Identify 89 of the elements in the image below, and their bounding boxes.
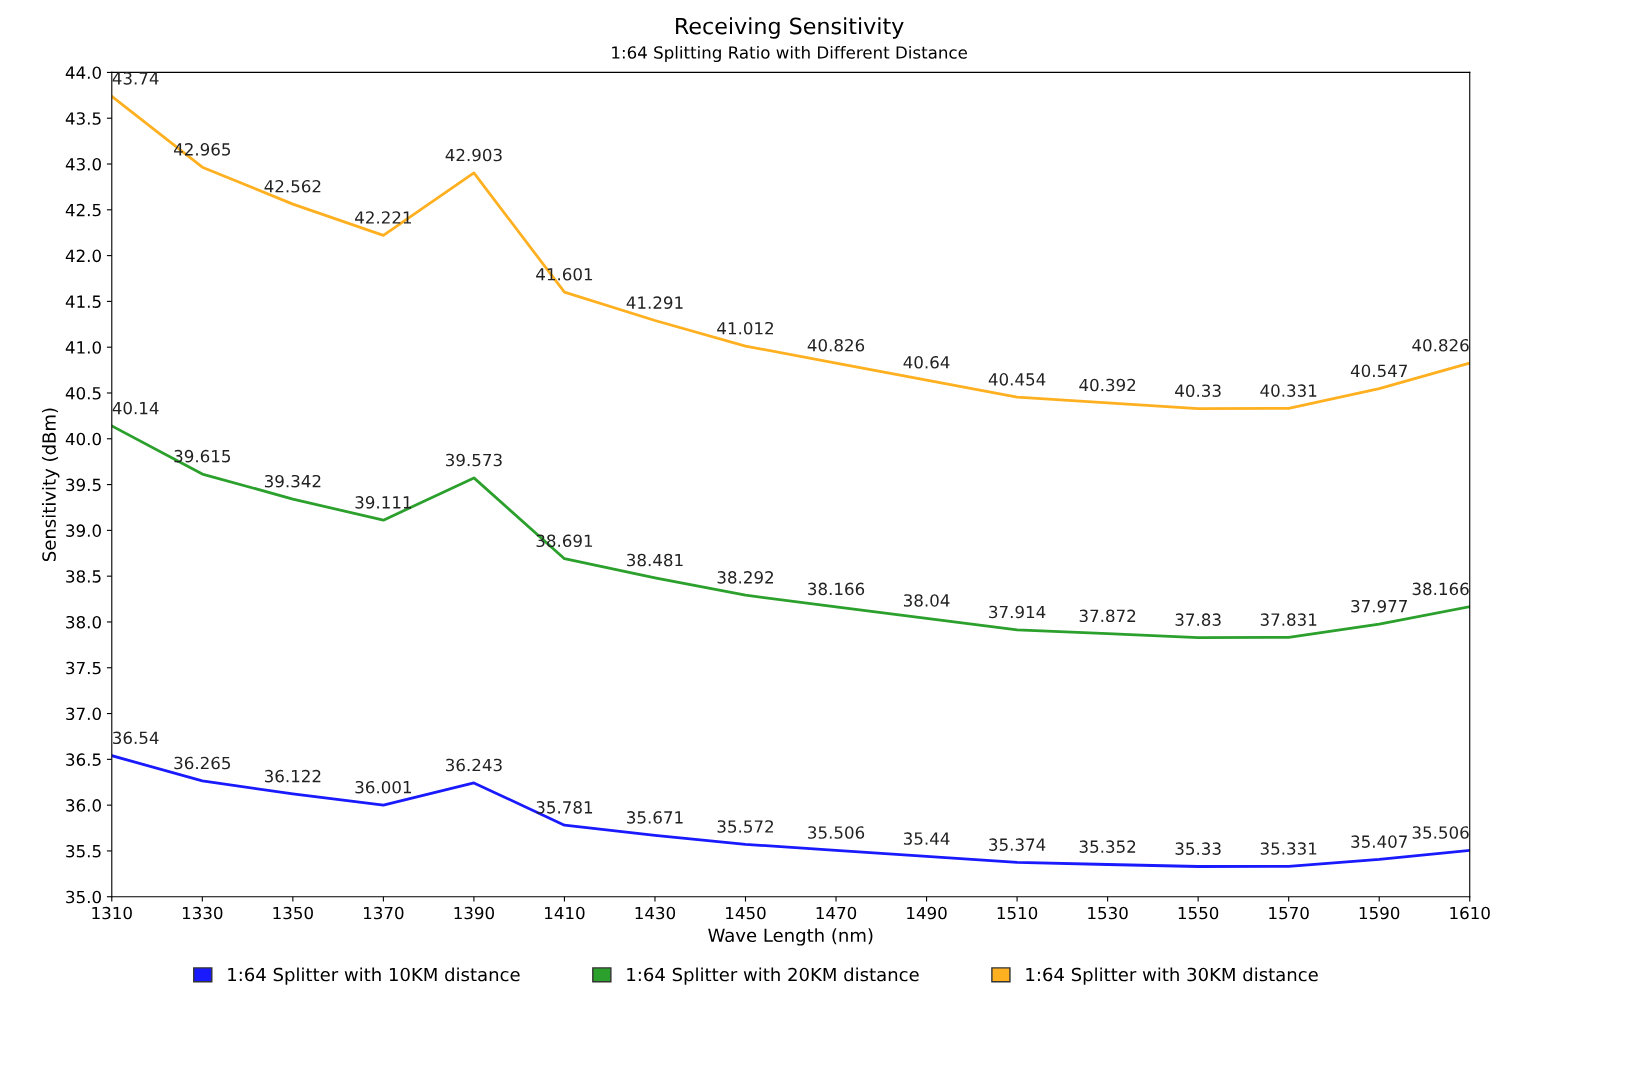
legend-label: 1:64 Splitter with 10KM distance — [228, 967, 520, 985]
data-label: 37.977 — [1351, 599, 1407, 613]
y-tick-label: 37.5 — [66, 661, 101, 675]
data-label: 41.012 — [717, 321, 773, 335]
y-tick-label: 41.5 — [65, 295, 101, 308]
data-label: 35.352 — [1079, 840, 1136, 853]
data-label: 35.374 — [989, 838, 1046, 851]
data-label: 39.342 — [264, 474, 321, 488]
legend-label: 1:64 Splitter with 20KM distance — [627, 967, 919, 985]
y-tick-label: 39.0 — [66, 524, 101, 537]
y-tick-label: 43.5 — [65, 112, 101, 125]
data-label: 37.872 — [1079, 609, 1136, 623]
y-tick-label: 37.0 — [66, 707, 101, 721]
data-label: 42.562 — [264, 179, 321, 193]
x-tick-label: 1470 — [816, 906, 857, 920]
y-tick-label: 42.0 — [65, 249, 101, 263]
data-label: 42.903 — [445, 148, 502, 162]
line-series — [111, 754, 1470, 868]
data-label: 36.001 — [355, 780, 411, 794]
x-tick-label: 1450 — [726, 906, 766, 920]
data-label: 37.831 — [1260, 613, 1317, 626]
data-label: 38.292 — [717, 571, 773, 584]
data-label: 40.331 — [1260, 384, 1317, 397]
x-tick-label: 1370 — [364, 906, 404, 920]
data-label: 38.481 — [627, 553, 683, 567]
x-tick-label: 1510 — [997, 906, 1038, 920]
y-tick-label: 35.5 — [66, 844, 101, 858]
data-label: 39.615 — [174, 449, 231, 463]
data-label: 40.826 — [1412, 338, 1469, 352]
y-tick-label: 41.0 — [65, 341, 101, 354]
x-tick-label: 1530 — [1088, 906, 1128, 920]
data-label: 40.454 — [988, 373, 1046, 386]
data-label: 40.547 — [1350, 364, 1407, 378]
y-tick-label: 39.5 — [66, 478, 101, 492]
x-tick-label: 1610 — [1450, 906, 1490, 920]
data-label: 39.111 — [355, 496, 411, 509]
data-label: 36.243 — [446, 758, 502, 772]
data-label: 38.166 — [1412, 582, 1469, 596]
data-label: 40.33 — [1175, 384, 1221, 397]
data-label: 38.04 — [903, 594, 950, 607]
y-tick-label: 36.5 — [66, 753, 101, 766]
x-tick-label: 1570 — [1269, 906, 1309, 920]
legend-label: 1:64 Splitter with 30KM distance — [1026, 967, 1318, 985]
y-tick-label: 44.0 — [65, 66, 101, 79]
y-tick-label: 43.0 — [65, 157, 101, 171]
x-tick-label: 1310 — [92, 906, 132, 920]
data-label: 36.265 — [174, 756, 231, 770]
data-label: 40.826 — [807, 338, 865, 352]
x-tick-label: 1350 — [273, 906, 313, 920]
data-label: 36.54 — [113, 731, 159, 745]
y-tick-label: 40.5 — [65, 386, 101, 400]
chart-title: Receiving Sensitivity — [676, 17, 904, 39]
data-label: 37.914 — [989, 605, 1046, 619]
x-tick-label: 1550 — [1178, 906, 1219, 920]
line-series — [111, 424, 1470, 639]
y-tick-label: 38.0 — [66, 615, 101, 629]
data-label: 41.291 — [626, 296, 683, 309]
y-tick-label: 36.0 — [66, 799, 101, 812]
y-tick-label: 38.5 — [66, 570, 101, 583]
data-label: 35.506 — [808, 826, 865, 839]
data-label: 40.64 — [903, 355, 950, 369]
data-label: 38.166 — [808, 582, 865, 596]
data-label: 40.14 — [112, 401, 159, 415]
y-axis-title: Sensitivity (dBm) — [41, 408, 60, 562]
data-label: 43.74 — [112, 72, 159, 85]
x-tick-label: 1390 — [454, 906, 495, 920]
y-tick-label: 40.0 — [65, 432, 101, 446]
x-tick-label: 1410 — [545, 906, 585, 920]
data-label: 35.44 — [903, 832, 950, 845]
data-label: 35.781 — [536, 801, 593, 814]
x-tick-label: 1490 — [907, 906, 947, 920]
data-label: 35.407 — [1351, 835, 1407, 848]
chart-subtitle: 1:64 Splitting Ratio with Different Distance — [612, 45, 967, 63]
y-tick-label: 35.0 — [66, 890, 101, 904]
data-label: 35.331 — [1260, 842, 1317, 855]
data-label: 35.572 — [717, 820, 773, 833]
x-tick-label: 1590 — [1359, 906, 1400, 920]
y-tick-label: 42.5 — [65, 203, 101, 217]
data-label: 36.122 — [264, 769, 321, 783]
data-label: 35.671 — [627, 811, 683, 824]
x-tick-label: 1330 — [182, 906, 223, 920]
data-label: 40.392 — [1079, 378, 1136, 392]
x-axis-title: Wave Length (nm) — [708, 928, 873, 946]
data-label: 42.221 — [355, 211, 411, 224]
data-label: 35.33 — [1175, 842, 1221, 855]
data-label: 37.83 — [1175, 613, 1221, 626]
data-label: 35.506 — [1412, 826, 1469, 839]
x-tick-label: 1430 — [635, 906, 676, 920]
data-label: 39.573 — [446, 453, 502, 467]
